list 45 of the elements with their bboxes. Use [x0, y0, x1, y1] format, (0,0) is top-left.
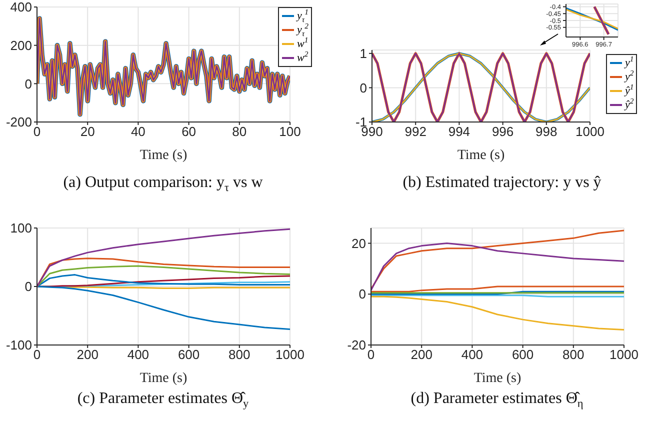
x-tick-label: 1000 — [610, 347, 638, 362]
x-tick-label: 200 — [76, 347, 98, 362]
y-tick-label: -20 — [347, 338, 366, 353]
y-tick-label: -200 — [6, 114, 32, 130]
x-tick-label: 994 — [448, 124, 470, 140]
x-tick-label: 100 — [279, 124, 301, 140]
text: (b) Estimated trajectory: y vs ŷ — [402, 174, 602, 192]
text: (d) Parameter estimates Θ̂$_{η}$ — [410, 390, 584, 410]
y-tick-label: 0 — [360, 80, 367, 96]
x-tick-label: 20 — [80, 124, 95, 140]
y-tick-label: 100 — [10, 220, 32, 236]
legend-label: ŷ$^{2}$ — [625, 96, 634, 112]
y-tick-label: 0 — [24, 76, 32, 92]
y-tick-label: 0 — [24, 279, 32, 294]
x-tick-label: 600 — [512, 347, 534, 362]
x-tick-label: 1000 — [276, 347, 304, 362]
x-tick-label: 60 — [182, 124, 196, 140]
text: (a) Output comparison: y$_{τ}$ vs w — [62, 174, 264, 194]
legend-label: w$^{2}$ — [297, 49, 308, 65]
y-tick-label: 0 — [358, 286, 366, 302]
x-tick-label: 998 — [536, 124, 558, 140]
x-tick-label: 992 — [404, 124, 426, 140]
text: (c) Parameter estimates Θ̂$_{y}$ — [76, 390, 250, 410]
legend-label: ŷ$^{1}$ — [625, 82, 634, 98]
x-tick-label: 600 — [178, 347, 200, 362]
x-axis-title: Time (s) — [140, 371, 188, 386]
x-tick-label: 800 — [562, 347, 584, 362]
x-tick-label: 1000 — [576, 124, 604, 140]
x-tick-label: 400 — [461, 347, 484, 362]
legend-label: y$^{2}$ — [625, 68, 634, 84]
y-tick-label: 20 — [352, 236, 366, 251]
x-axis-title: Time (s) — [457, 148, 505, 163]
x-axis-title: Time (s) — [474, 371, 522, 386]
y-tick-label: -100 — [6, 338, 32, 353]
x-tick-label: 80 — [232, 124, 247, 140]
x-tick-label: 996 — [492, 124, 514, 140]
x-tick-label: 40 — [130, 124, 146, 140]
x-axis-title: Time (s) — [140, 148, 188, 163]
y-tick-label: 400 — [10, 0, 32, 15]
y-tick-label: 1 — [360, 46, 367, 62]
legend-label: w$^{1}$ — [297, 35, 308, 51]
legend-label: y$^{1}$ — [625, 54, 634, 70]
x-tick-label: 400 — [127, 347, 150, 362]
x-tick-label: 800 — [228, 347, 250, 362]
x-tick-label: 200 — [410, 347, 432, 362]
